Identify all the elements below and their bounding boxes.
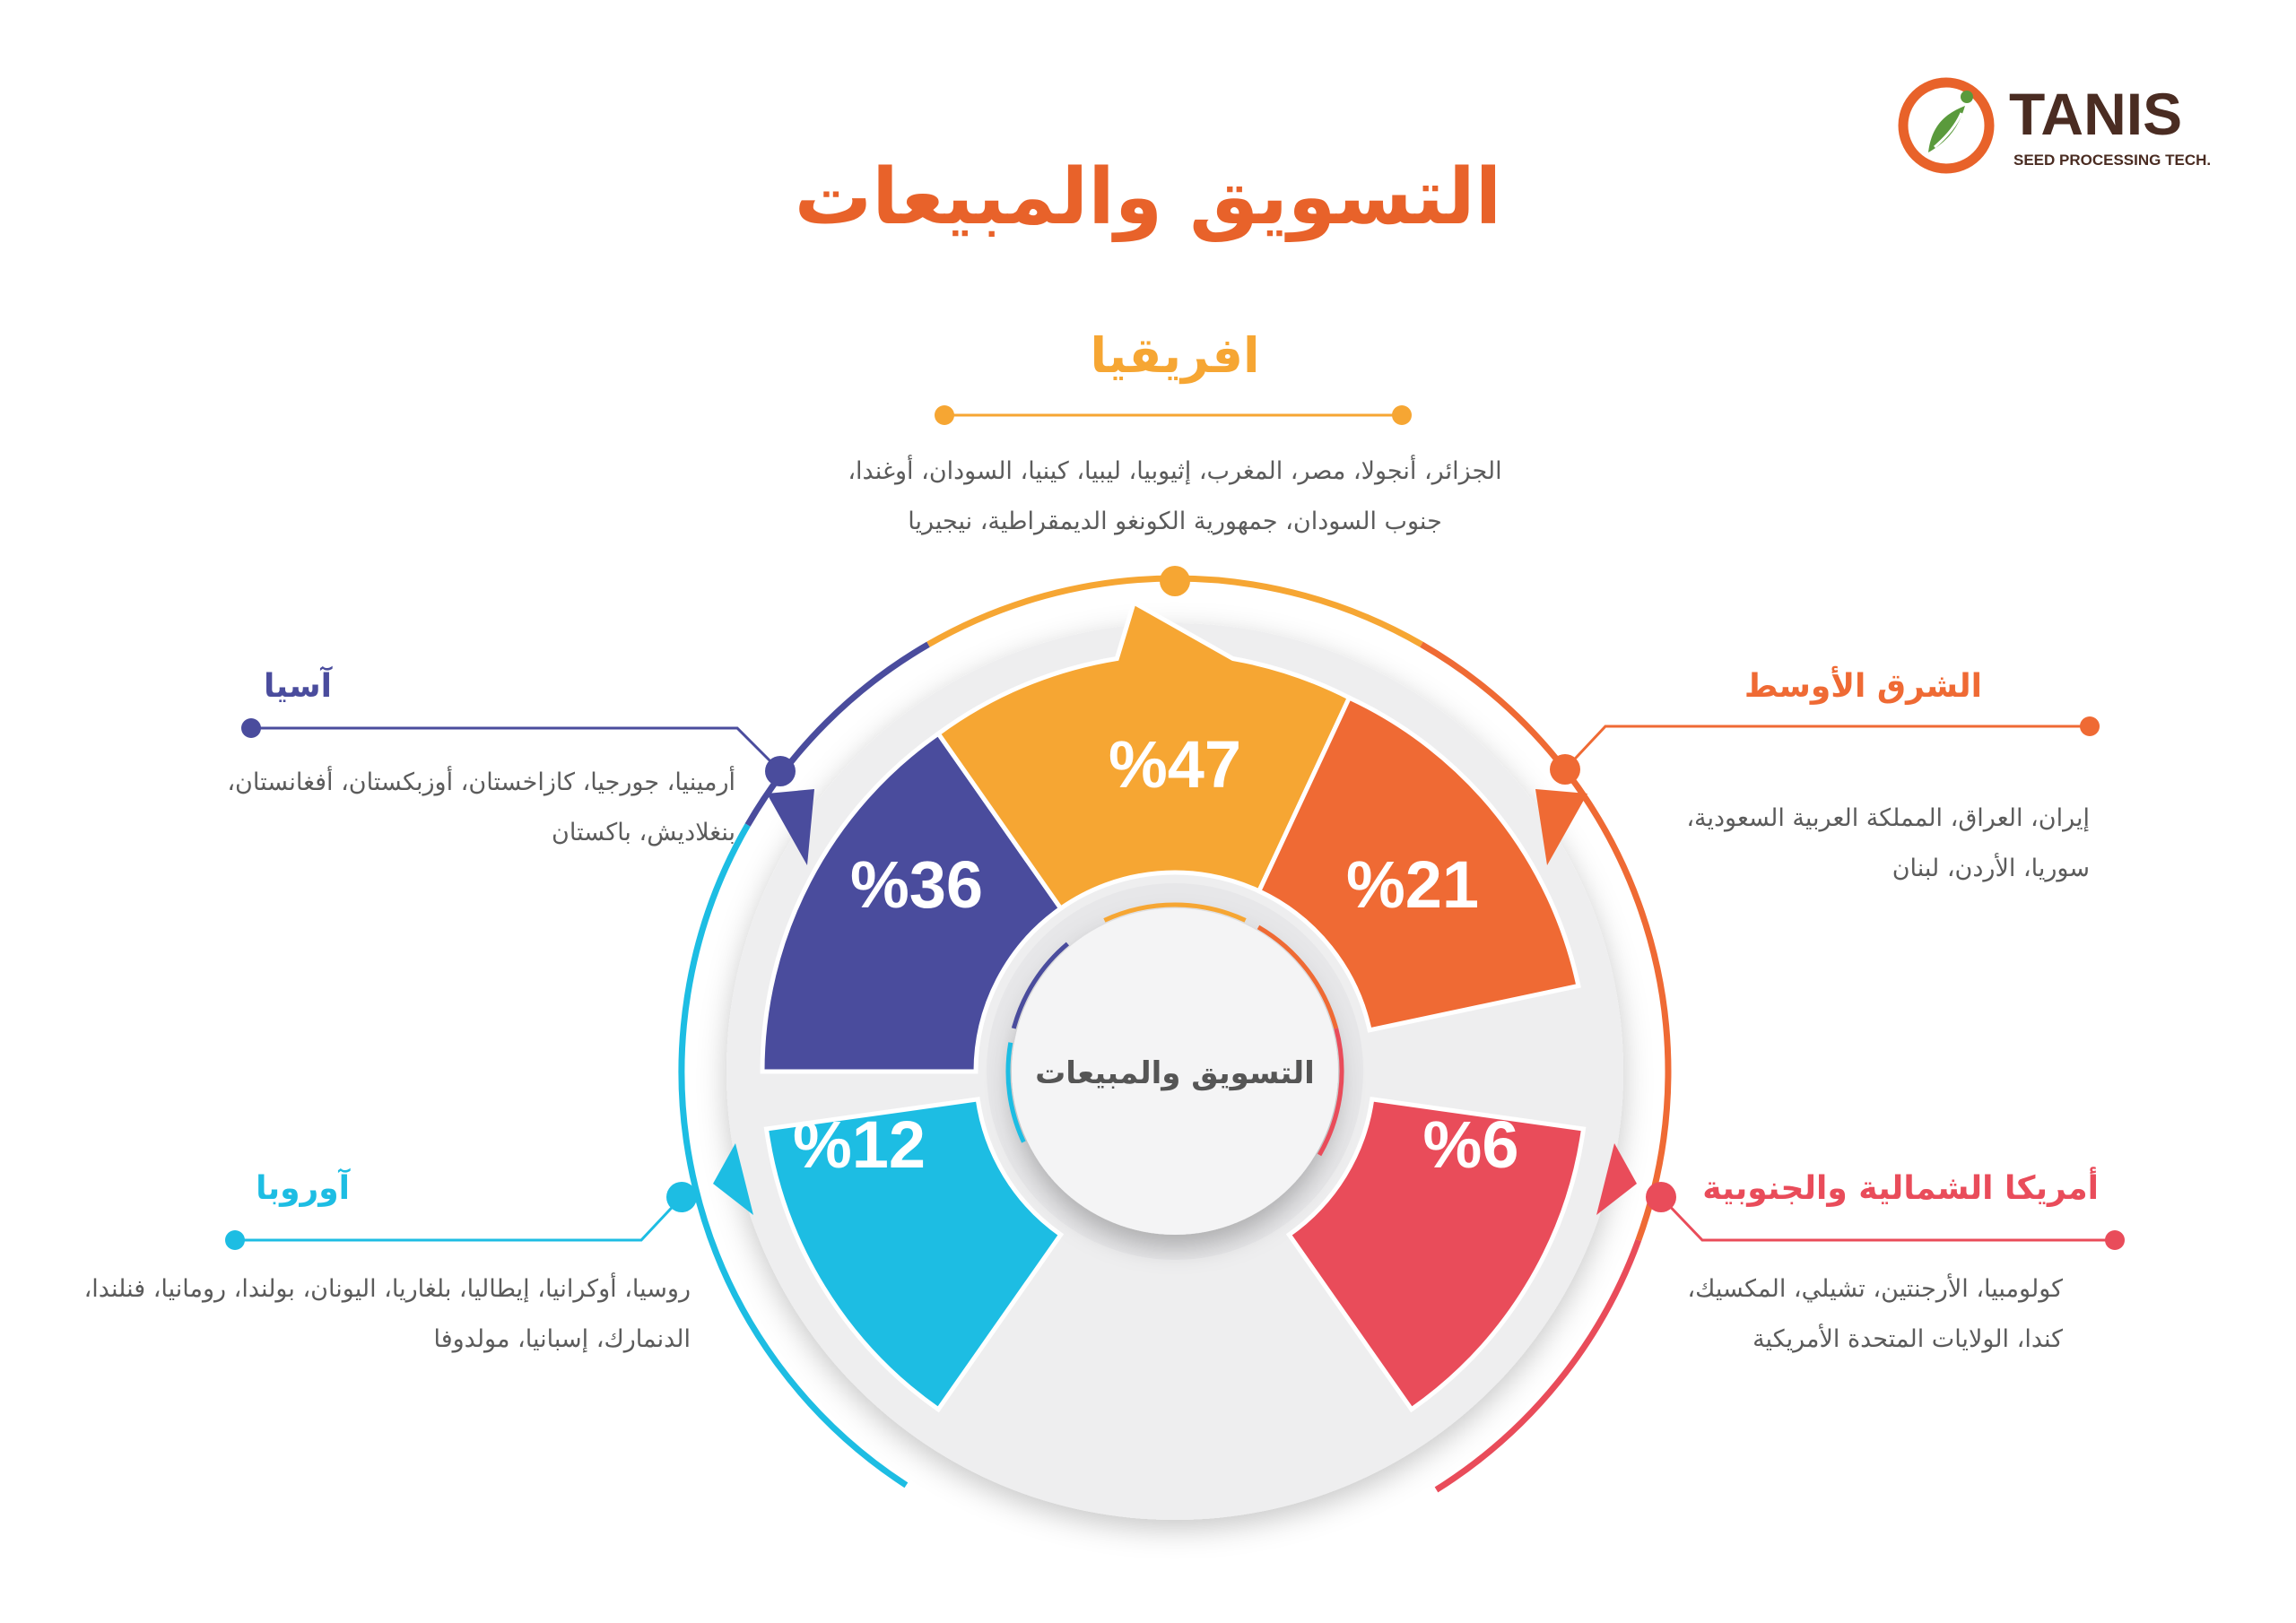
segment-americas	[1285, 1097, 1587, 1413]
notch-europe	[713, 1143, 753, 1215]
europe-name: آوروبا	[256, 1170, 350, 1207]
outer-arc-americas	[1434, 1238, 1642, 1493]
segment-asia	[760, 730, 1065, 1074]
inner-arc-americas	[1317, 1028, 1344, 1157]
connector-africa	[935, 405, 1412, 596]
inner-arc-middle-east	[1257, 924, 1339, 1029]
middle-east-countries-line-1: إيران، العراق، المملكة العربية السعودية،	[1686, 804, 2090, 832]
segment-africa	[935, 599, 1352, 912]
americas-percent: %6	[1423, 1107, 1519, 1182]
center-label: التسويق والمبيعات	[1035, 1055, 1315, 1091]
africa-name: افريقيا	[1090, 327, 1260, 384]
segment-group	[713, 599, 1637, 1413]
segment-middle-east	[1256, 694, 1581, 1033]
outer-arc-middle-east	[1420, 641, 1672, 1242]
americas-countries-line-2: كندا، الولايات المتحدة الأمريكية	[1752, 1325, 2063, 1353]
middle-east-countries-line-2: سوريا، الأردن، لبنان	[1892, 855, 2090, 882]
inner-arc-asia	[1011, 942, 1070, 1029]
connector-europe	[225, 1182, 697, 1250]
logo-name: TANIS	[2009, 81, 2182, 147]
europe-percent: %12	[793, 1107, 926, 1182]
africa-countries-line-2: جنوب السودان، جمهورية الكونغو الديمقراطي…	[908, 508, 1442, 535]
page-title: التسويق والمبيعات	[794, 152, 1502, 242]
logo-tagline: SEED PROCESSING TECH.	[2013, 152, 2211, 169]
notch-asia	[767, 789, 814, 865]
asia-countries-line-2: بنغلاديش، باكستان	[552, 819, 735, 846]
tanis-logo: TANIS SEED PROCESSING TECH.	[1888, 65, 2247, 190]
asia-countries-line-1: أرمينيا، جورجيا، كازاخستان، أوزبكستان، أ…	[227, 768, 735, 796]
africa-countries-line-1: الجزائر، أنجولا، مصر، المغرب، إثيوبيا، ل…	[848, 457, 1502, 485]
middle-east-countries: إيران، العراق، المملكة العربية السعودية،…	[1614, 794, 2090, 894]
asia-name: آسيا	[264, 668, 332, 705]
americas-name: أمريكا الشمالية والجنوبية	[1702, 1170, 2099, 1207]
tanis-logo-mark-icon: TANIS SEED PROCESSING TECH.	[1898, 77, 2211, 174]
outer-arc-asia	[744, 641, 930, 827]
inner-arc-group	[1005, 902, 1344, 1157]
notch-middle-east	[1535, 789, 1587, 865]
asia-percent: %36	[850, 847, 983, 922]
inner-arc-africa	[1103, 902, 1247, 923]
connector-asia	[241, 718, 796, 786]
notch-americas	[1596, 1143, 1637, 1215]
europe-countries: روسيا، أوكرانيا، إيطاليا، بلغاريا، اليون…	[54, 1264, 691, 1365]
africa-countries: الجزائر، أنجولا، مصر، المغرب، إثيوبيا، ل…	[771, 447, 1578, 547]
center-disc	[1012, 908, 1338, 1235]
connector-middle-east	[1550, 716, 2100, 785]
middle-east-name: الشرق الأوسط	[1744, 668, 1982, 705]
connector-americas	[1646, 1182, 2125, 1250]
americas-countries: كولومبيا، الأرجنتين، تشيلي، المكسيك، كند…	[1614, 1264, 2063, 1365]
outer-arc-europe	[678, 823, 909, 1488]
segment-europe	[763, 1097, 1065, 1413]
asia-countries: أرمينيا، جورجيا، كازاخستان، أوزبكستان، أ…	[144, 758, 735, 858]
africa-percent: %47	[1109, 727, 1241, 802]
europe-countries-line-2: الدنمارك، إسبانيا، مولدوفا	[433, 1325, 691, 1353]
americas-countries-line-1: كولومبيا، الأرجنتين، تشيلي، المكسيك،	[1687, 1275, 2063, 1303]
outer-arc-group	[678, 575, 1672, 1493]
europe-countries-line-1: روسيا، أوكرانيا، إيطاليا، بلغاريا، اليون…	[83, 1275, 691, 1303]
inner-arc-europe	[1005, 1042, 1026, 1143]
middle-east-percent: %21	[1346, 847, 1479, 922]
